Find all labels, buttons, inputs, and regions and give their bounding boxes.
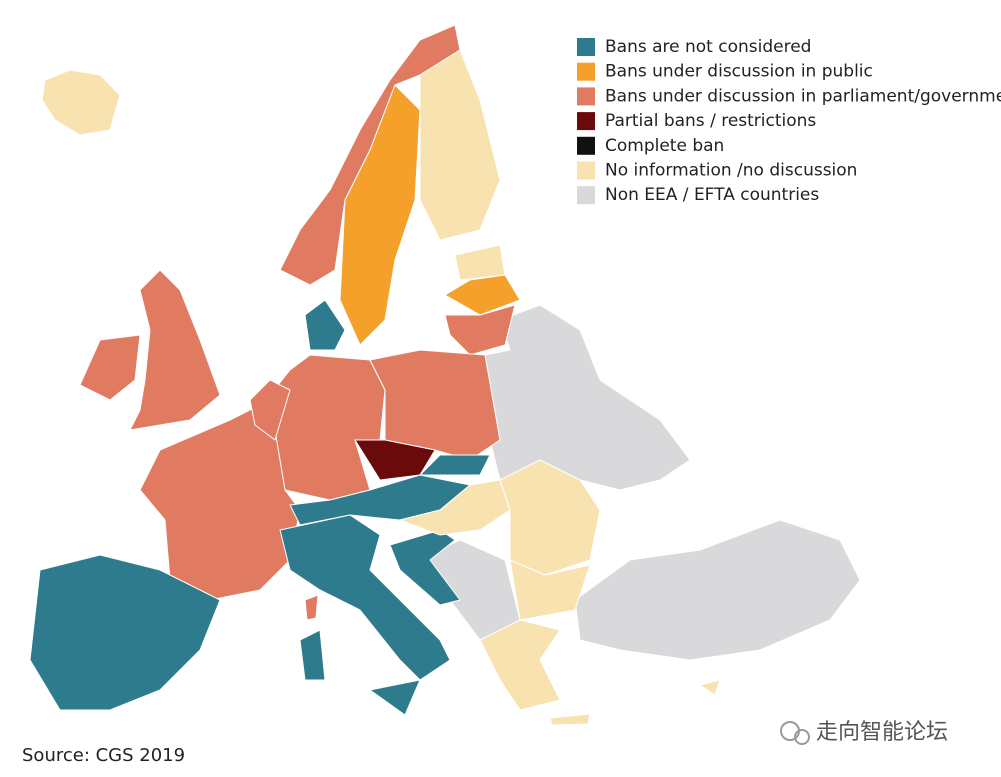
- bulgaria: [509, 559, 591, 621]
- legend-label: Non EEA / EFTA countries: [605, 185, 819, 205]
- europe-map: [29, 24, 861, 726]
- italy: [279, 514, 451, 681]
- iberia: [29, 554, 221, 711]
- watermark-icon: [794, 729, 810, 745]
- denmark: [304, 299, 346, 351]
- czechia: [354, 439, 436, 481]
- romania: [499, 459, 601, 576]
- source-note: Source: CGS 2019: [22, 745, 185, 766]
- lithuania: [444, 304, 516, 356]
- legend-swatch: [577, 87, 595, 106]
- cyprus: [699, 679, 721, 696]
- finland: [419, 49, 501, 241]
- legend-swatch: [577, 62, 595, 81]
- turkey: [574, 519, 861, 661]
- legend: Bans are not considered Bans under discus…: [577, 37, 1001, 205]
- united-kingdom: [129, 269, 221, 431]
- sicily: [369, 679, 421, 716]
- corsica: [304, 594, 319, 621]
- legend-swatch: [577, 161, 595, 180]
- legend-label: Bans under discussion in parliament/gove…: [605, 86, 1001, 106]
- greece: [479, 619, 561, 711]
- legend-label: Bans are not considered: [605, 37, 811, 57]
- sardinia: [299, 629, 326, 681]
- legend-label: Complete ban: [605, 136, 724, 156]
- latvia: [444, 274, 521, 316]
- ireland: [79, 334, 141, 401]
- watermark: 走向智能论坛: [780, 720, 948, 745]
- legend-label: No information /no discussion: [605, 161, 857, 181]
- benelux: [249, 379, 291, 441]
- legend-swatch: [577, 136, 595, 155]
- iceland: [41, 69, 121, 136]
- legend-swatch: [577, 186, 595, 205]
- crete: [549, 713, 591, 726]
- legend-label: Partial bans / restrictions: [605, 111, 816, 131]
- slovakia: [419, 454, 491, 476]
- sweden: [339, 84, 421, 346]
- legend-swatch: [577, 38, 595, 56]
- legend-swatch: [577, 112, 595, 131]
- legend-label: Bans under discussion in public: [605, 62, 873, 82]
- watermark-text: 走向智能论坛: [816, 720, 948, 745]
